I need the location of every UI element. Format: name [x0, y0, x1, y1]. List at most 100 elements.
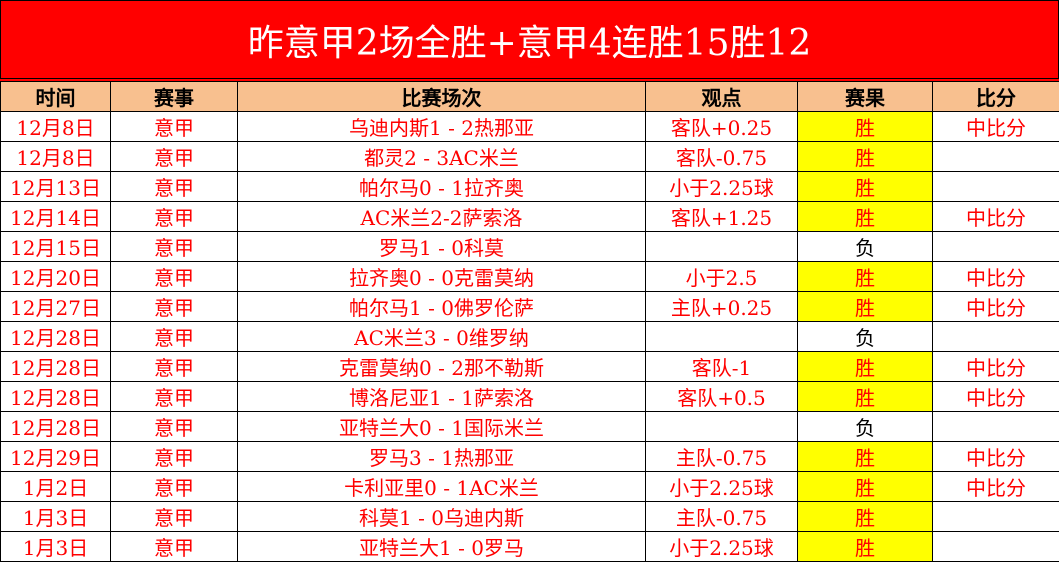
- cell-result: 负: [798, 232, 933, 262]
- cell-date: 12月28日: [1, 352, 111, 382]
- cell-pick: 小于2.25球: [646, 472, 798, 502]
- cell-result: 胜: [798, 502, 933, 532]
- cell-pick: 客队-1: [646, 352, 798, 382]
- table-row: 1月3日意甲亚特兰大1 - 0罗马小于2.25球胜: [1, 532, 1059, 562]
- cell-match: 亚特兰大0 - 1国际米兰: [238, 412, 646, 442]
- cell-date: 12月8日: [1, 142, 111, 172]
- cell-score: 中比分: [933, 292, 1059, 322]
- cell-match: 都灵2 - 3AC米兰: [238, 142, 646, 172]
- cell-result: 胜: [798, 472, 933, 502]
- cell-date: 1月3日: [1, 532, 111, 562]
- cell-score: [933, 232, 1059, 262]
- results-table: 时间赛事比赛场次观点赛果比分 12月8日意甲乌迪内斯1 - 2热那亚客队+0.2…: [0, 81, 1059, 562]
- cell-score: 中比分: [933, 112, 1059, 142]
- cell-result: 胜: [798, 442, 933, 472]
- cell-date: 12月15日: [1, 232, 111, 262]
- cell-result: 胜: [798, 112, 933, 142]
- header-row: 时间赛事比赛场次观点赛果比分: [1, 82, 1059, 112]
- cell-pick: 小于2.5: [646, 262, 798, 292]
- cell-pick: 客队+1.25: [646, 202, 798, 232]
- cell-league: 意甲: [111, 442, 238, 472]
- cell-pick: [646, 412, 798, 442]
- cell-result: 负: [798, 322, 933, 352]
- cell-result: 胜: [798, 202, 933, 232]
- cell-score: [933, 502, 1059, 532]
- cell-match: 乌迪内斯1 - 2热那亚: [238, 112, 646, 142]
- cell-league: 意甲: [111, 202, 238, 232]
- cell-league: 意甲: [111, 472, 238, 502]
- cell-pick: 客队+0.25: [646, 112, 798, 142]
- cell-score: [933, 412, 1059, 442]
- cell-date: 12月14日: [1, 202, 111, 232]
- cell-result: 负: [798, 412, 933, 442]
- cell-match: 罗马1 - 0科莫: [238, 232, 646, 262]
- column-header-result: 赛果: [798, 82, 933, 112]
- cell-league: 意甲: [111, 292, 238, 322]
- cell-league: 意甲: [111, 502, 238, 532]
- cell-match: 拉齐奥0 - 0克雷莫纳: [238, 262, 646, 292]
- cell-date: 12月20日: [1, 262, 111, 292]
- cell-pick: 主队-0.75: [646, 442, 798, 472]
- cell-league: 意甲: [111, 112, 238, 142]
- cell-match: 克雷莫纳0 - 2那不勒斯: [238, 352, 646, 382]
- cell-pick: 客队+0.5: [646, 382, 798, 412]
- cell-score: [933, 532, 1059, 562]
- cell-league: 意甲: [111, 262, 238, 292]
- column-header-pick: 观点: [646, 82, 798, 112]
- cell-pick: 小于2.25球: [646, 172, 798, 202]
- cell-league: 意甲: [111, 232, 238, 262]
- column-header-match: 比赛场次: [238, 82, 646, 112]
- cell-league: 意甲: [111, 382, 238, 412]
- cell-score: 中比分: [933, 382, 1059, 412]
- cell-match: 科莫1 - 0乌迪内斯: [238, 502, 646, 532]
- table-row: 12月28日意甲亚特兰大0 - 1国际米兰负: [1, 412, 1059, 442]
- cell-pick: 主队+0.25: [646, 292, 798, 322]
- cell-pick: [646, 322, 798, 352]
- column-header-score: 比分: [933, 82, 1059, 112]
- cell-score: 中比分: [933, 472, 1059, 502]
- cell-date: 12月28日: [1, 322, 111, 352]
- cell-result: 胜: [798, 382, 933, 412]
- cell-date: 12月27日: [1, 292, 111, 322]
- cell-score: [933, 142, 1059, 172]
- cell-league: 意甲: [111, 322, 238, 352]
- cell-date: 12月8日: [1, 112, 111, 142]
- cell-match: 帕尔马0 - 1拉齐奥: [238, 172, 646, 202]
- cell-pick: 主队-0.75: [646, 502, 798, 532]
- cell-match: AC米兰3 - 0维罗纳: [238, 322, 646, 352]
- page-title: 昨意甲2场全胜+意甲4连胜15胜12: [0, 0, 1059, 79]
- cell-league: 意甲: [111, 352, 238, 382]
- cell-score: 中比分: [933, 202, 1059, 232]
- cell-match: AC米兰2-2萨索洛: [238, 202, 646, 232]
- cell-pick: 客队-0.75: [646, 142, 798, 172]
- cell-result: 胜: [798, 352, 933, 382]
- cell-score: 中比分: [933, 442, 1059, 472]
- cell-date: 1月2日: [1, 472, 111, 502]
- cell-league: 意甲: [111, 142, 238, 172]
- cell-match: 罗马3 - 1热那亚: [238, 442, 646, 472]
- cell-match: 帕尔马1 - 0佛罗伦萨: [238, 292, 646, 322]
- cell-result: 胜: [798, 142, 933, 172]
- cell-result: 胜: [798, 262, 933, 292]
- cell-league: 意甲: [111, 532, 238, 562]
- cell-match: 卡利亚里0 - 1AC米兰: [238, 472, 646, 502]
- cell-score: [933, 322, 1059, 352]
- cell-match: 亚特兰大1 - 0罗马: [238, 532, 646, 562]
- cell-match: 博洛尼亚1 - 1萨索洛: [238, 382, 646, 412]
- cell-league: 意甲: [111, 172, 238, 202]
- cell-result: 胜: [798, 172, 933, 202]
- column-header-date: 时间: [1, 82, 111, 112]
- table-row: 1月2日意甲卡利亚里0 - 1AC米兰小于2.25球胜中比分: [1, 472, 1059, 502]
- cell-score: [933, 172, 1059, 202]
- cell-date: 12月13日: [1, 172, 111, 202]
- cell-result: 胜: [798, 292, 933, 322]
- cell-date: 12月28日: [1, 382, 111, 412]
- cell-pick: [646, 232, 798, 262]
